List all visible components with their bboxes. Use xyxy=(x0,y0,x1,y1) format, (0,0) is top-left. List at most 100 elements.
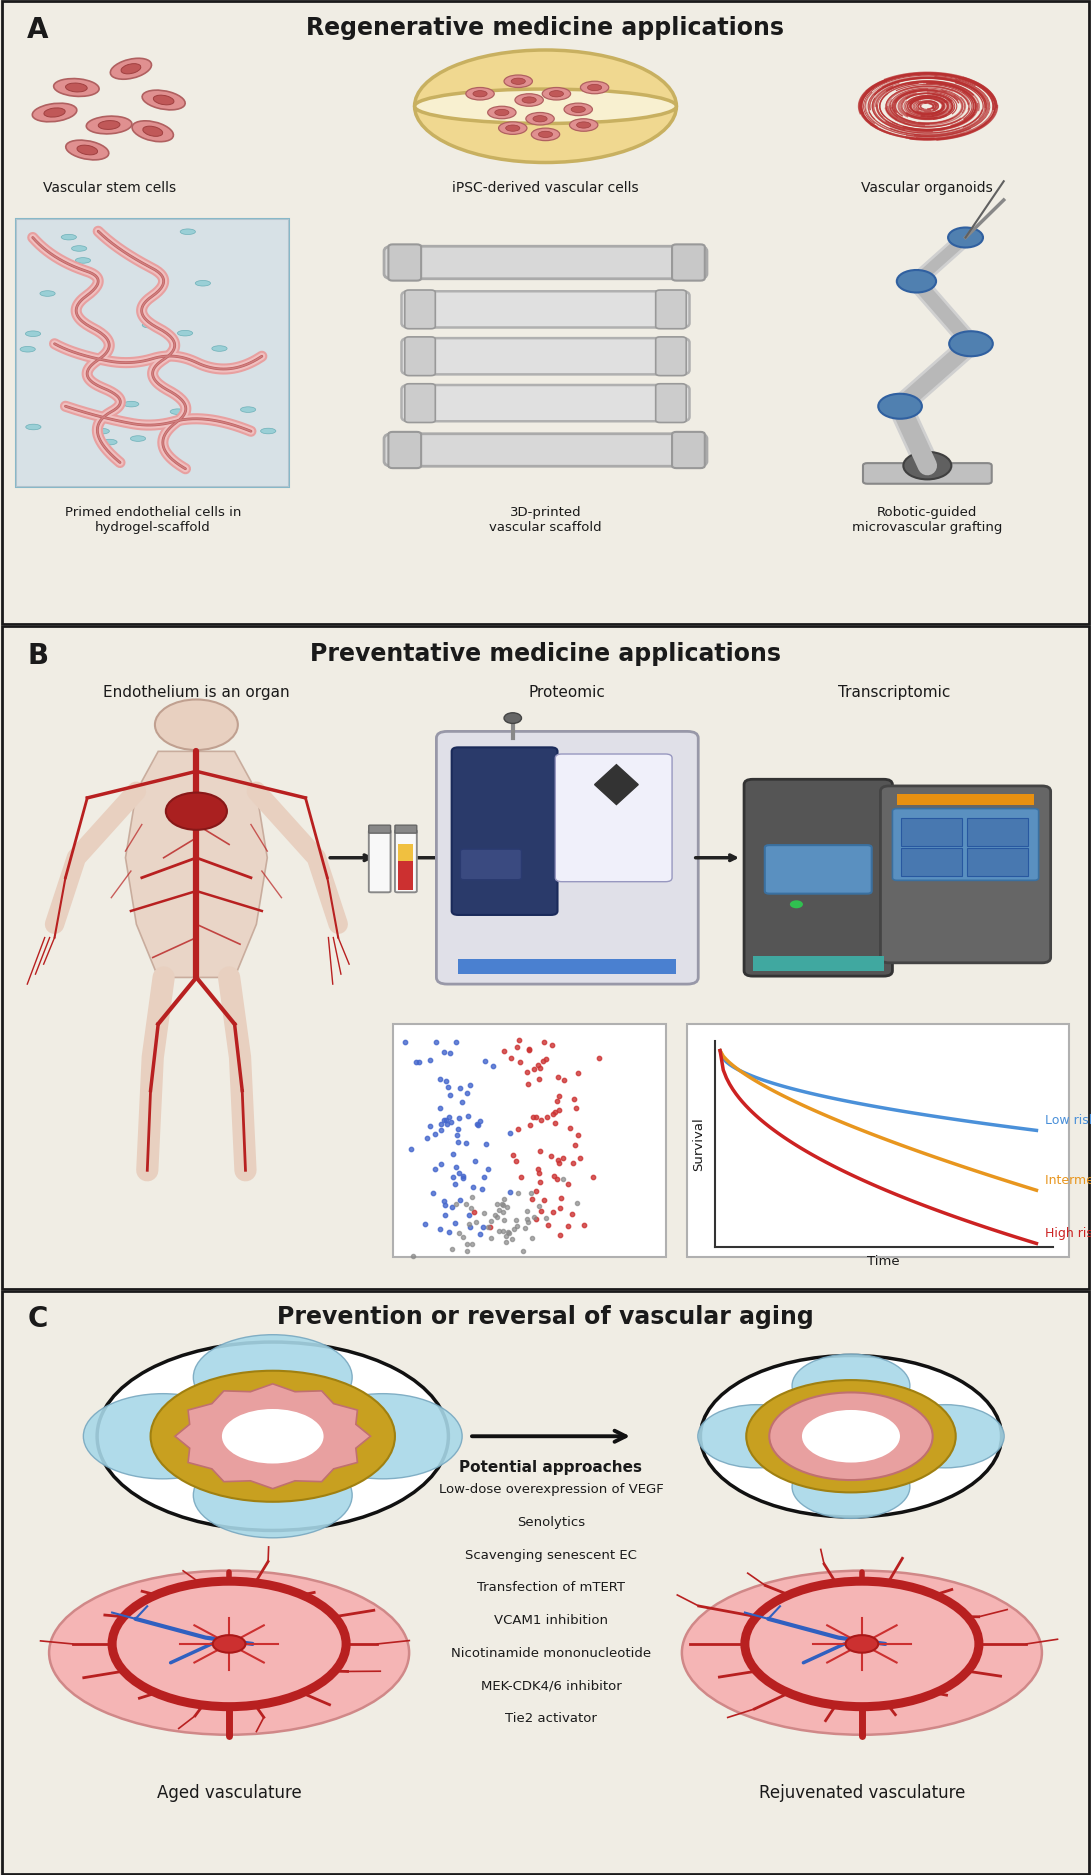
Point xyxy=(484,1052,502,1082)
FancyBboxPatch shape xyxy=(656,291,686,328)
Ellipse shape xyxy=(154,96,173,105)
Polygon shape xyxy=(175,1384,371,1489)
FancyBboxPatch shape xyxy=(369,825,391,832)
FancyBboxPatch shape xyxy=(452,748,558,915)
FancyBboxPatch shape xyxy=(395,831,417,892)
Circle shape xyxy=(769,1393,933,1479)
Circle shape xyxy=(83,1393,242,1479)
Point xyxy=(421,1044,439,1074)
Point xyxy=(567,1093,585,1123)
FancyBboxPatch shape xyxy=(384,246,707,279)
Text: Regenerative medicine applications: Regenerative medicine applications xyxy=(307,15,784,39)
Point xyxy=(465,1172,482,1202)
Point xyxy=(501,1118,518,1148)
Ellipse shape xyxy=(261,428,276,433)
Circle shape xyxy=(504,712,521,724)
FancyBboxPatch shape xyxy=(436,731,698,984)
Point xyxy=(505,1213,523,1243)
Point xyxy=(459,1101,477,1131)
Ellipse shape xyxy=(533,116,548,122)
FancyBboxPatch shape xyxy=(880,786,1051,964)
Polygon shape xyxy=(125,752,267,977)
Point xyxy=(537,1202,554,1232)
Point xyxy=(403,1134,420,1164)
Point xyxy=(447,1151,465,1181)
Point xyxy=(547,1097,564,1127)
Point xyxy=(439,1072,456,1102)
Ellipse shape xyxy=(195,281,211,287)
Point xyxy=(410,1046,428,1076)
Point xyxy=(439,1108,456,1138)
Circle shape xyxy=(948,227,983,248)
Point xyxy=(431,1215,448,1245)
Point xyxy=(509,1024,527,1054)
FancyBboxPatch shape xyxy=(388,244,421,281)
Point xyxy=(455,1162,472,1192)
Point xyxy=(433,1110,451,1140)
Point xyxy=(447,1189,465,1219)
Point xyxy=(549,1061,566,1091)
Point xyxy=(542,1140,560,1170)
Point xyxy=(503,1224,520,1254)
Circle shape xyxy=(698,1404,816,1468)
Ellipse shape xyxy=(98,120,120,129)
Point xyxy=(463,1192,480,1222)
Point xyxy=(469,1108,487,1138)
Ellipse shape xyxy=(143,126,163,137)
Point xyxy=(513,1162,530,1192)
Point xyxy=(521,1178,539,1208)
Ellipse shape xyxy=(75,257,91,262)
Point xyxy=(427,1119,444,1149)
Point xyxy=(487,1200,504,1230)
Point xyxy=(436,1200,454,1230)
Circle shape xyxy=(303,1393,463,1479)
Ellipse shape xyxy=(572,107,585,112)
FancyBboxPatch shape xyxy=(555,754,672,881)
Point xyxy=(478,1129,495,1159)
FancyBboxPatch shape xyxy=(393,1024,666,1256)
Point xyxy=(499,1217,516,1247)
Point xyxy=(451,1102,468,1132)
Text: 3D-printed
vascular scaffold: 3D-printed vascular scaffold xyxy=(489,506,602,534)
Point xyxy=(525,1054,542,1084)
Ellipse shape xyxy=(142,90,185,111)
Point xyxy=(475,1211,492,1241)
Ellipse shape xyxy=(72,246,87,251)
Point xyxy=(442,1039,459,1069)
Point xyxy=(527,1204,544,1234)
FancyBboxPatch shape xyxy=(384,433,707,467)
Circle shape xyxy=(151,1371,395,1502)
Ellipse shape xyxy=(542,88,571,99)
Point xyxy=(490,1217,507,1247)
FancyBboxPatch shape xyxy=(967,848,1028,876)
Point xyxy=(546,1161,563,1191)
Point xyxy=(550,1146,567,1176)
Point xyxy=(469,1110,487,1140)
Point xyxy=(507,1146,525,1176)
Point xyxy=(435,1104,453,1134)
Ellipse shape xyxy=(123,401,139,407)
Circle shape xyxy=(802,1410,900,1462)
Point xyxy=(491,1194,508,1224)
Point xyxy=(526,1202,543,1232)
Point xyxy=(518,1196,536,1226)
Text: Low-dose overexpression of VEGF: Low-dose overexpression of VEGF xyxy=(439,1483,663,1496)
Point xyxy=(530,1157,548,1187)
Ellipse shape xyxy=(44,109,65,116)
FancyBboxPatch shape xyxy=(2,626,1089,1288)
Text: High risk: High risk xyxy=(1045,1226,1091,1239)
Point xyxy=(437,1065,455,1095)
Point xyxy=(437,1104,455,1134)
Text: Prevention or reversal of vascular aging: Prevention or reversal of vascular aging xyxy=(277,1305,814,1329)
FancyBboxPatch shape xyxy=(892,808,1039,881)
FancyBboxPatch shape xyxy=(401,338,690,375)
Point xyxy=(435,1037,453,1067)
FancyBboxPatch shape xyxy=(672,431,705,469)
Point xyxy=(451,1185,468,1215)
Point xyxy=(494,1191,512,1221)
Ellipse shape xyxy=(523,98,537,103)
Point xyxy=(454,1221,471,1251)
Point xyxy=(561,1114,578,1144)
Point xyxy=(565,1084,583,1114)
Text: Potential approaches: Potential approaches xyxy=(459,1459,643,1474)
